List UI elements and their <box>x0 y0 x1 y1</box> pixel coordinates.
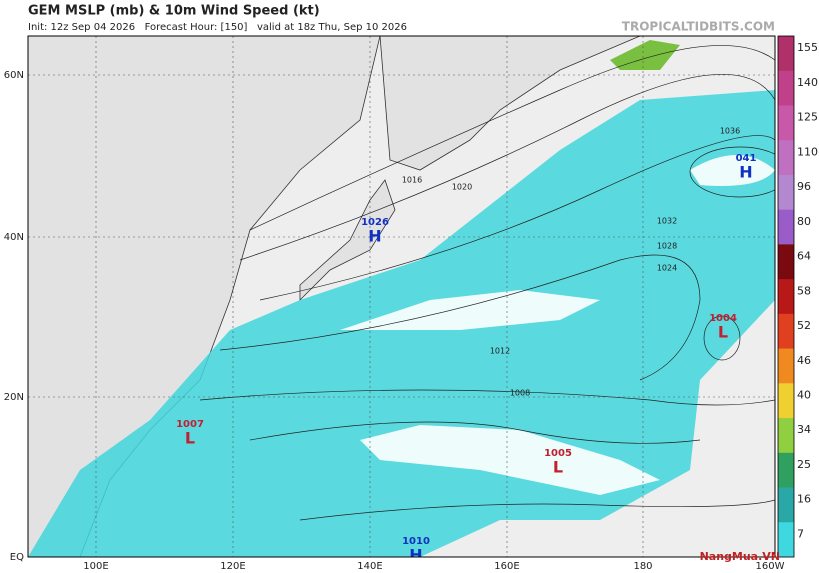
colorbar: 155 140 125 110 96 80 64 58 52 46 40 34 25 16 7 <box>777 35 818 558</box>
colorbar-segment <box>778 174 794 211</box>
colorbar-segment <box>778 452 794 489</box>
center-pressure: 1026 <box>361 217 389 228</box>
center-symbol: H <box>409 546 422 565</box>
colorbar-frame <box>777 35 795 558</box>
colorbar-segment <box>778 105 794 141</box>
center-pressure: 1007 <box>176 419 204 430</box>
isobar-label: 1012 <box>490 347 510 356</box>
calm-region <box>360 425 660 495</box>
colorbar-label: 140 <box>797 76 818 89</box>
center-symbol: L <box>553 458 563 477</box>
map-frame <box>27 35 776 558</box>
lon-label: 180 <box>633 561 652 572</box>
colorbar-segment <box>778 36 794 72</box>
lon-label: 100E <box>83 561 108 572</box>
lat-label: EQ <box>10 552 24 563</box>
colorbar-segment <box>778 487 794 523</box>
lon-label: 140E <box>357 561 382 572</box>
lat-label: 40N <box>4 232 24 243</box>
center-symbol: H <box>739 163 752 182</box>
colorbar-label: 125 <box>797 111 818 124</box>
colorbar-label: 64 <box>797 250 811 263</box>
isobar-label: 1032 <box>657 217 677 226</box>
japan <box>299 179 396 301</box>
colorbar-label: 16 <box>797 493 811 506</box>
center-pressure: 041 <box>736 153 757 164</box>
land <box>28 36 381 557</box>
colorbar-label: 34 <box>797 423 811 436</box>
colorbar-segment <box>778 140 794 176</box>
center-pressure: 1010 <box>402 536 430 547</box>
isobar-labels: 1016 1020 1012 1008 1024 1028 1032 1036 <box>402 127 740 398</box>
colorbar-label: 80 <box>797 215 811 228</box>
lon-label: 160W <box>756 561 785 572</box>
map-subtitle: Init: 12z Sep 04 2026 Forecast Hour: [15… <box>28 22 407 33</box>
colorbar-label: 155 <box>797 41 818 54</box>
isobar-label: 1024 <box>657 264 677 273</box>
colorbar-segment <box>778 522 794 558</box>
axis-labels: 60N 40N 20N EQ 100E 120E 140E 160E 180 160W <box>4 70 785 572</box>
colorbar-segment <box>778 313 794 350</box>
colorbar-label: 58 <box>797 284 811 297</box>
lon-label: 120E <box>220 561 245 572</box>
calm-region <box>690 155 775 186</box>
center-pressure: 1004 <box>709 313 737 324</box>
colorbar-label: 25 <box>797 458 811 471</box>
wind-max <box>610 40 680 70</box>
lat-label: 60N <box>4 70 24 81</box>
center-symbol: L <box>185 429 195 448</box>
colorbar-label: 96 <box>797 180 811 193</box>
colorbar-segment <box>778 348 794 384</box>
colorbar-label: 7 <box>797 527 804 540</box>
colorbar-label: 52 <box>797 319 811 332</box>
isobar-label: 1020 <box>452 183 472 192</box>
colorbar-segment <box>778 418 794 454</box>
colorbar-label: 110 <box>797 145 818 158</box>
isobar-label: 1008 <box>510 389 530 398</box>
site-credit: TROPICALTIDBITS.COM <box>622 20 775 34</box>
isobar-label: 1028 <box>657 242 677 251</box>
lat-label: 20N <box>4 392 24 403</box>
colorbar-segment <box>778 279 794 315</box>
graticule <box>28 36 775 557</box>
map-title: GEM MSLP (mb) & 10m Wind Speed (kt) <box>28 4 320 19</box>
colorbar-segment <box>778 209 794 245</box>
colorbar-label: 46 <box>797 354 811 367</box>
colorbar-segment <box>778 70 794 106</box>
colorbar-segment <box>778 244 794 280</box>
center-symbol: H <box>368 227 381 246</box>
colorbar-label: 40 <box>797 388 811 401</box>
isobar-label: 1036 <box>720 127 740 136</box>
isobar-label: 1016 <box>402 176 422 185</box>
center-pressure: 1005 <box>544 448 572 459</box>
calm-region <box>340 290 600 330</box>
colorbar-segment <box>778 383 794 419</box>
lon-label: 160E <box>494 561 519 572</box>
center-symbol: L <box>718 323 728 342</box>
land <box>379 36 641 171</box>
watermark: NangMua.VN <box>700 550 780 563</box>
isobars <box>199 45 775 521</box>
